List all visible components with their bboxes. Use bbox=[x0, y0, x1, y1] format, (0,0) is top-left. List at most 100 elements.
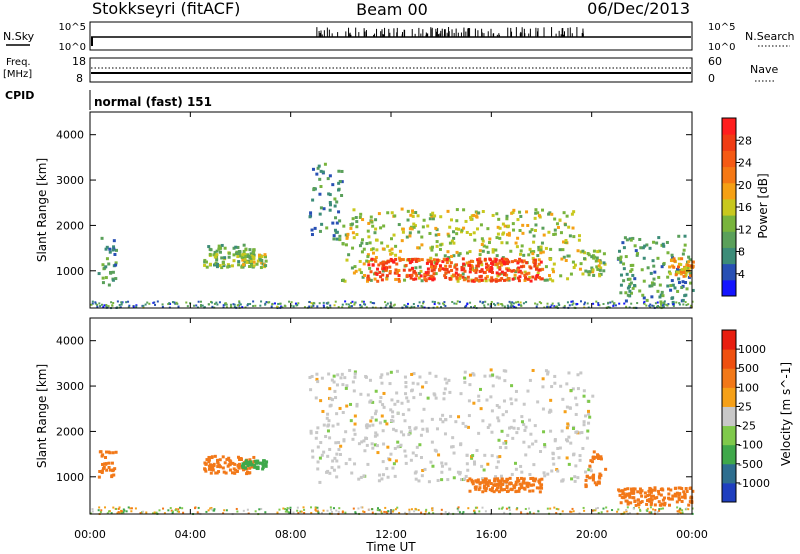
power-cell bbox=[684, 301, 687, 304]
velocity-cell bbox=[481, 479, 485, 483]
velocity-cell bbox=[492, 490, 496, 494]
velocity-cell bbox=[574, 412, 578, 416]
power-cell bbox=[505, 278, 509, 282]
velocity-cell bbox=[625, 510, 628, 513]
velocity-cell bbox=[320, 511, 323, 514]
velocity-cell bbox=[383, 510, 386, 513]
velocity-cell bbox=[351, 380, 355, 384]
velocity-cell bbox=[540, 477, 544, 481]
power-cell bbox=[684, 293, 688, 297]
power-cell bbox=[485, 266, 489, 270]
power-cell bbox=[453, 302, 456, 305]
velocity-cell bbox=[511, 436, 515, 440]
velocity-cell bbox=[459, 478, 463, 482]
power-cell bbox=[494, 304, 497, 307]
power-cell bbox=[520, 271, 524, 275]
velocity-cell bbox=[408, 425, 412, 429]
power-cell bbox=[511, 305, 514, 308]
power-cell bbox=[232, 253, 236, 257]
power-cell bbox=[430, 269, 434, 273]
power-cell bbox=[633, 244, 637, 248]
velocity-cell bbox=[458, 511, 461, 514]
velocity-cell bbox=[458, 472, 462, 476]
velocity-cell bbox=[518, 482, 522, 486]
power-cell bbox=[549, 305, 552, 308]
velocity-cell bbox=[541, 407, 545, 411]
velocity-cell bbox=[411, 451, 415, 455]
power-cell bbox=[208, 252, 212, 256]
velocity-cell bbox=[569, 441, 573, 445]
power-cell bbox=[503, 257, 507, 261]
power-cell bbox=[518, 229, 522, 233]
power-cell bbox=[443, 303, 446, 306]
power-cell bbox=[260, 300, 263, 303]
power-cell bbox=[677, 265, 681, 269]
power-cell bbox=[588, 270, 592, 274]
velocity-cell bbox=[585, 436, 589, 440]
power-cell bbox=[541, 267, 545, 271]
power-cell bbox=[494, 259, 498, 263]
power-cell bbox=[685, 304, 688, 307]
power-cell bbox=[564, 259, 568, 263]
power-cell bbox=[393, 303, 396, 306]
velocity-cell bbox=[314, 507, 317, 510]
velocity-cell bbox=[452, 476, 456, 480]
power-cell bbox=[553, 217, 557, 221]
velocity-cell bbox=[517, 479, 521, 483]
power-cell bbox=[232, 259, 236, 263]
velocity-cell bbox=[203, 468, 207, 472]
power-cell bbox=[414, 266, 418, 270]
velocity-cell bbox=[370, 442, 374, 446]
power-cell bbox=[468, 264, 472, 268]
power-cell bbox=[417, 276, 421, 280]
power-cell bbox=[466, 275, 470, 279]
power-cell bbox=[611, 300, 614, 303]
power-cell bbox=[569, 272, 573, 276]
velocity-cell bbox=[316, 426, 320, 430]
velocity-cell bbox=[420, 511, 423, 514]
velocity-cell bbox=[495, 403, 499, 407]
power-cell bbox=[410, 227, 414, 231]
power-cell bbox=[638, 289, 642, 293]
power-cell bbox=[509, 249, 513, 253]
power-cell bbox=[94, 302, 97, 305]
velocity-cell bbox=[381, 429, 385, 433]
power-cell bbox=[662, 263, 666, 267]
power-cell bbox=[337, 169, 341, 173]
power-cell bbox=[655, 241, 659, 245]
power-cell bbox=[459, 274, 463, 278]
power-cell bbox=[197, 300, 200, 303]
power-cell bbox=[215, 301, 218, 304]
velocity-cell bbox=[357, 507, 360, 510]
velocity-cell bbox=[359, 475, 363, 479]
velocity-cell bbox=[107, 510, 110, 513]
velocity-cell bbox=[587, 421, 591, 425]
velocity-cell bbox=[576, 387, 580, 391]
power-cell bbox=[490, 276, 494, 280]
power-cell bbox=[534, 277, 538, 281]
velocity-cell bbox=[531, 368, 535, 372]
power-cell bbox=[627, 285, 631, 289]
power-cell bbox=[247, 303, 250, 306]
velocity-cell bbox=[550, 469, 554, 473]
power-cell bbox=[660, 290, 664, 294]
power-cell bbox=[510, 303, 513, 306]
power-cell bbox=[211, 305, 214, 308]
velocity-cell bbox=[513, 461, 517, 465]
velocity-cell bbox=[457, 509, 460, 512]
velocity-cell bbox=[561, 479, 565, 483]
power-cell bbox=[347, 306, 350, 309]
velocity-cell bbox=[465, 462, 469, 466]
velocity-cell bbox=[673, 486, 677, 490]
power-cell bbox=[553, 228, 557, 232]
power-cell bbox=[587, 273, 591, 277]
velocity-cell bbox=[328, 387, 332, 391]
power-cell bbox=[401, 230, 405, 234]
power-cell bbox=[528, 275, 532, 279]
velocity-cell bbox=[557, 456, 561, 460]
x-tick-label: 08:00 bbox=[275, 528, 307, 541]
velocity-cell bbox=[415, 445, 419, 449]
power-cell bbox=[540, 277, 544, 281]
velocity-cell bbox=[210, 468, 214, 472]
velocity-cell bbox=[428, 511, 431, 514]
